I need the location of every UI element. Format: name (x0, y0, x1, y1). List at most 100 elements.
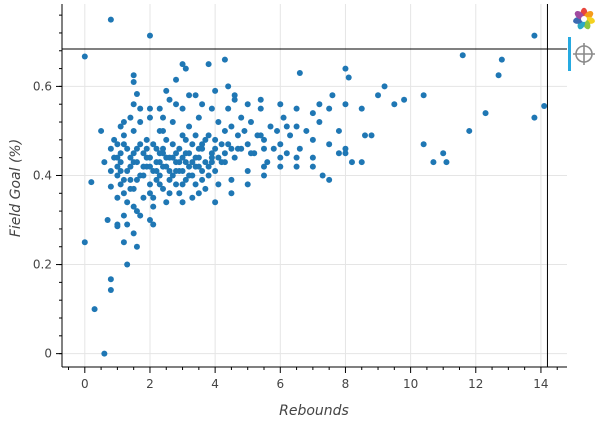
data-point (192, 92, 199, 99)
data-point (182, 136, 189, 143)
data-point (146, 217, 153, 224)
bokeh-logo-icon[interactable] (571, 6, 597, 32)
data-point (120, 119, 127, 126)
y-tick-label: 0.4 (33, 168, 52, 182)
data-point (303, 127, 310, 134)
data-point (179, 154, 186, 161)
data-point (130, 72, 137, 79)
data-point (244, 101, 251, 108)
data-point (176, 159, 183, 166)
data-point (130, 203, 137, 210)
crosshair-icon[interactable] (571, 41, 597, 67)
data-point (153, 159, 160, 166)
x-tick-label: 12 (468, 377, 483, 391)
data-point (205, 172, 212, 179)
data-point (101, 159, 108, 166)
data-point (218, 141, 225, 148)
data-point (199, 145, 206, 152)
data-point (358, 159, 365, 166)
data-point (107, 16, 114, 23)
data-point (192, 181, 199, 188)
data-point (163, 199, 170, 206)
x-tick-label: 14 (533, 377, 548, 391)
data-point (133, 145, 140, 152)
data-point (176, 145, 183, 152)
data-point (137, 119, 144, 126)
x-tick-label: 4 (211, 377, 219, 391)
data-point (166, 96, 173, 103)
data-point (117, 159, 124, 166)
data-point (140, 194, 147, 201)
data-point (98, 127, 105, 134)
data-point (247, 119, 254, 126)
data-point (498, 56, 505, 63)
data-point (173, 76, 180, 83)
data-point (316, 101, 323, 108)
data-point (150, 203, 157, 210)
data-point (208, 150, 215, 157)
data-point (143, 145, 150, 152)
data-point (335, 127, 342, 134)
data-point (228, 145, 235, 152)
data-point (124, 145, 131, 152)
data-point (231, 92, 238, 99)
x-tick-label: 10 (403, 377, 418, 391)
data-point (173, 181, 180, 188)
data-point (375, 92, 382, 99)
data-point (130, 101, 137, 108)
data-point (296, 70, 303, 77)
x-tick-label: 6 (276, 377, 284, 391)
data-point (153, 168, 160, 175)
data-point (277, 154, 284, 161)
data-point (293, 163, 300, 170)
data-point (244, 181, 251, 188)
data-point (274, 127, 281, 134)
data-point (179, 132, 186, 139)
data-point (137, 212, 144, 219)
data-point (153, 145, 160, 152)
data-point (179, 105, 186, 112)
data-point (326, 176, 333, 183)
data-point (225, 83, 232, 90)
data-point (179, 61, 186, 68)
data-point (202, 159, 209, 166)
data-point (114, 194, 121, 201)
data-point (280, 114, 287, 121)
data-point (215, 154, 222, 161)
data-point (117, 123, 124, 130)
data-point (212, 199, 219, 206)
data-point (127, 114, 134, 121)
data-point (309, 163, 316, 170)
data-point (120, 132, 127, 139)
data-point (111, 154, 118, 161)
data-point (345, 74, 352, 81)
data-point (124, 261, 131, 268)
data-point (117, 150, 124, 157)
data-point (133, 176, 140, 183)
data-point (133, 208, 140, 215)
data-point (133, 243, 140, 250)
grid-lines (62, 4, 567, 367)
data-point (195, 154, 202, 161)
data-point (342, 145, 349, 152)
data-point (179, 181, 186, 188)
y-tick-label: 0.6 (33, 79, 52, 93)
data-point (137, 141, 144, 148)
data-point (156, 181, 163, 188)
data-point (531, 114, 538, 121)
data-point (146, 105, 153, 112)
data-point (143, 136, 150, 143)
data-point (111, 136, 118, 143)
data-point (186, 150, 193, 157)
data-point (173, 150, 180, 157)
data-point (199, 141, 206, 148)
data-point (277, 101, 284, 108)
data-point (208, 159, 215, 166)
data-point (264, 159, 271, 166)
data-point (127, 154, 134, 161)
data-point (160, 185, 166, 192)
data-point (153, 176, 160, 183)
data-point (231, 96, 238, 103)
data-point (127, 185, 134, 192)
